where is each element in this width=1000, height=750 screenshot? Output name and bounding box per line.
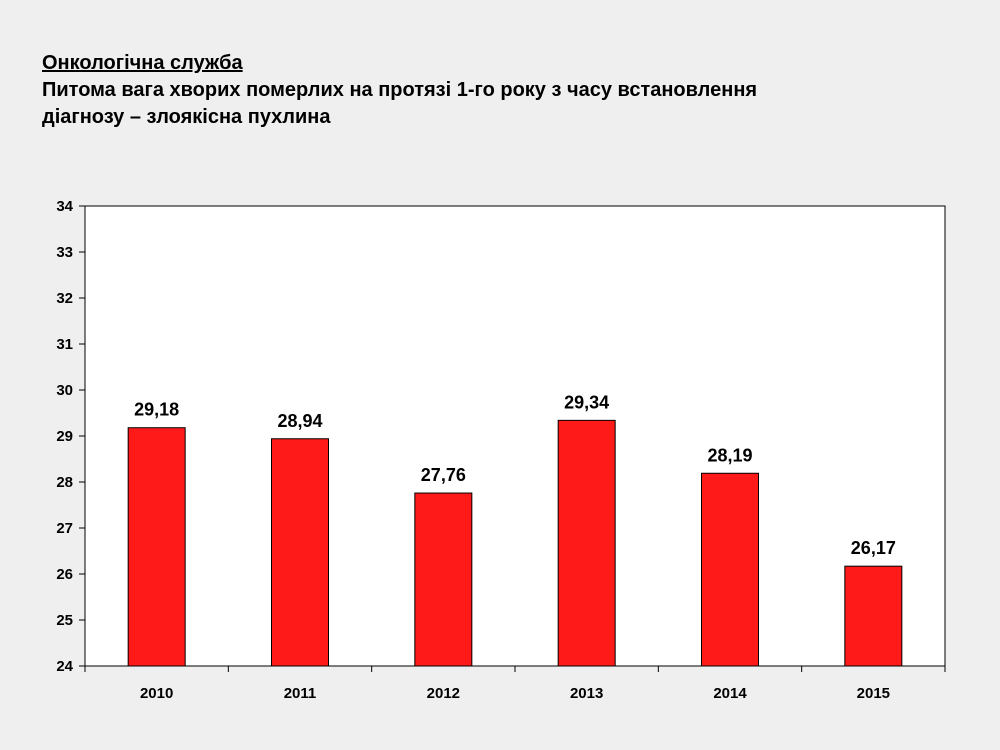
data-label-2013: 29,34 — [564, 392, 609, 412]
x-category-label: 2010 — [140, 685, 173, 702]
y-tick-label: 29 — [56, 428, 73, 445]
bar-2013 — [557, 419, 616, 667]
plot-area — [84, 205, 946, 667]
data-label-2012: 27,76 — [421, 465, 466, 485]
data-label-2014: 28,19 — [707, 445, 752, 465]
y-tick-label: 28 — [56, 474, 73, 491]
y-tick-label: 30 — [56, 382, 73, 399]
y-axis: 24 25 26 27 28 29 30 31 32 33 34 — [56, 198, 85, 675]
heading-subtitle-line2: діагнозу – злоякісна пухлина — [42, 106, 331, 128]
x-category-label: 2012 — [427, 685, 460, 702]
bar-2011 — [271, 438, 329, 667]
x-category-label: 2015 — [857, 685, 890, 702]
bars-group — [127, 419, 903, 667]
y-tick-label: 33 — [56, 244, 73, 261]
x-category-label: 2011 — [284, 685, 317, 702]
bar-2012 — [414, 492, 473, 667]
y-tick-label: 24 — [56, 658, 73, 675]
y-tick-label: 31 — [56, 336, 73, 353]
heading-subtitle-line1: Питома вага хворих померлих на протязі 1… — [42, 79, 758, 101]
x-axis: 2010 2011 2012 2013 2014 2015 — [84, 666, 946, 702]
data-label-2011: 28,94 — [277, 411, 322, 431]
y-tick-label: 26 — [56, 566, 73, 583]
x-category-label: 2013 — [570, 685, 603, 702]
y-tick-label: 25 — [56, 612, 73, 629]
y-tick-label: 27 — [56, 520, 73, 537]
heading-service-title: Онкологічна служба — [42, 52, 243, 74]
data-label-2015: 26,17 — [851, 538, 896, 558]
data-label-2010: 29,18 — [134, 400, 179, 420]
data-labels-group: 29,18 28,94 27,76 29,34 28,19 26,17 — [134, 392, 896, 558]
y-tick-label: 34 — [56, 198, 73, 215]
bar-2010 — [127, 427, 186, 667]
bar-2014 — [701, 472, 759, 667]
y-tick-label: 32 — [56, 290, 73, 307]
bar-2015 — [844, 565, 903, 667]
chart-heading: Онкологічна служба Питома вага хворих по… — [42, 50, 942, 131]
x-category-label: 2014 — [713, 685, 747, 702]
